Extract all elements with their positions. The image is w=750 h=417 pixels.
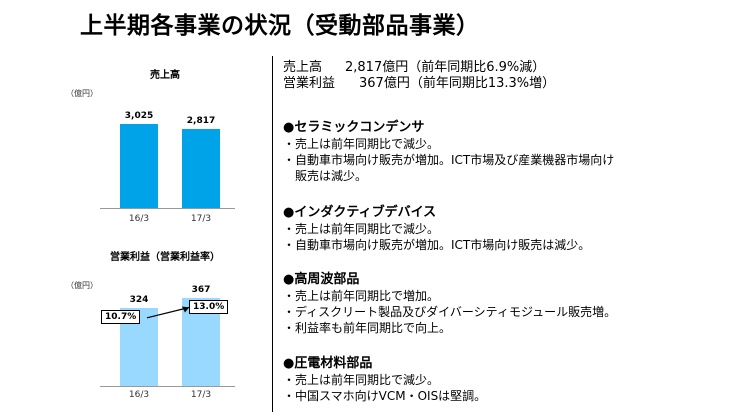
bar-value-label: 3,025 xyxy=(124,111,154,121)
bullet-item: ・ディスクリート製品及びダイバーシティモジュール販売増。 xyxy=(283,305,617,319)
sales-summary-value: 2,817億円（前年同期比6.9%減） xyxy=(345,60,546,75)
rate-arrowhead xyxy=(182,306,189,313)
summary-block: 売上高 2,817億円（前年同期比6.9%減） 営業利益 367億円（前年同期比13… xyxy=(283,60,555,92)
section-piezoelectric: ●圧電材料部品 ・売上は前年同期比で減少。 ・中国スマホ向けVCM・OISは堅調… xyxy=(283,356,486,404)
section-heading: ●セラミックコンデンサ xyxy=(283,120,425,135)
bullet-continuation: 販売は減少。 xyxy=(295,169,368,183)
bullet-item-continued: 販売は減少。 xyxy=(283,168,614,184)
profit-summary-row: 営業利益 367億円（前年同期比13.3%増） xyxy=(283,76,555,92)
rate-label: 13.0% xyxy=(189,299,229,314)
rate-line xyxy=(146,306,190,319)
sales-chart: 売上高 （億円） 3,025 16/3 2,817 17/3 xyxy=(60,60,270,236)
section-high-frequency: ●高周波部品 ・売上は前年同期比で増加。 ・ディスクリート製品及びダイバーシティ… xyxy=(283,272,616,336)
vertical-divider xyxy=(272,56,273,412)
profit-summary-value: 367億円（前年同期比13.3%増） xyxy=(359,76,556,91)
bullet-item: ・売上は前年同期比で減少。 xyxy=(283,373,440,387)
x-tick-label: 16/3 xyxy=(128,214,150,224)
profit-summary-label: 営業利益 xyxy=(283,76,336,91)
section-heading: ●高周波部品 xyxy=(283,272,360,287)
bullet-item: ・売上は前年同期比で減少。 xyxy=(283,137,440,151)
bullet-item: ・売上は前年同期比で減少。 xyxy=(283,222,440,236)
profit-chart: 営業利益（営業利益率） （億円） 324 16/3 367 17/3 10.7% 13.0… xyxy=(60,246,270,412)
section-ceramic-capacitors: ●セラミックコンデンサ ・売上は前年同期比で減少。 ・自動車市場向け販売が増加。… xyxy=(283,120,614,184)
sales-summary-label: 売上高 xyxy=(283,60,323,75)
bullet-item: ・利益率も前年同期比で向上。 xyxy=(283,321,452,335)
rate-line-svg xyxy=(146,306,190,319)
bar-16-3 xyxy=(120,124,158,208)
x-tick-label: 16/3 xyxy=(128,390,150,400)
section-inductive-devices: ●インダクティブデバイス ・売上は前年同期比で減少。 ・自動車市場向け販売が増加… xyxy=(283,205,590,253)
bullet-item: ・売上は前年同期比で増加。 xyxy=(283,289,440,303)
bullet-item: ・中国スマホ向けVCM・OISは堅調。 xyxy=(283,389,487,403)
sales-chart-unit: （億円） xyxy=(66,89,98,98)
chart-baseline xyxy=(100,386,235,387)
profit-chart-unit: （億円） xyxy=(66,281,98,290)
chart-baseline xyxy=(100,208,235,209)
bar-17-3 xyxy=(182,129,220,208)
bar-value-label: 324 xyxy=(129,295,149,305)
x-tick-label: 17/3 xyxy=(190,390,212,400)
sales-chart-title: 売上高 xyxy=(150,70,180,81)
section-heading: ●インダクティブデバイス xyxy=(283,205,437,220)
section-heading: ●圧電材料部品 xyxy=(283,356,373,371)
page-title: 上半期各事業の状況（受動部品事業） xyxy=(80,13,480,39)
x-tick-label: 17/3 xyxy=(190,214,212,224)
bullet-item: ・自動車市場向け販売が増加。ICT市場及び産業機器市場向け xyxy=(283,153,615,167)
bar-value-label: 367 xyxy=(191,285,211,295)
profit-chart-title: 営業利益（営業利益率） xyxy=(110,252,220,263)
bullet-item: ・自動車市場向け販売が増加。ICT市場向け販売は減少。 xyxy=(283,238,591,252)
sales-summary-row: 売上高 2,817億円（前年同期比6.9%減） xyxy=(283,60,555,76)
rate-label: 10.7% xyxy=(101,309,141,324)
bar-value-label: 2,817 xyxy=(186,116,216,126)
